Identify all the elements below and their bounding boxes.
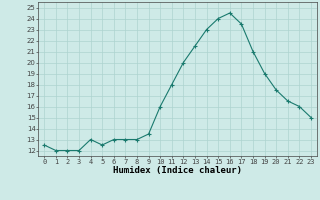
X-axis label: Humidex (Indice chaleur): Humidex (Indice chaleur) [113, 166, 242, 175]
